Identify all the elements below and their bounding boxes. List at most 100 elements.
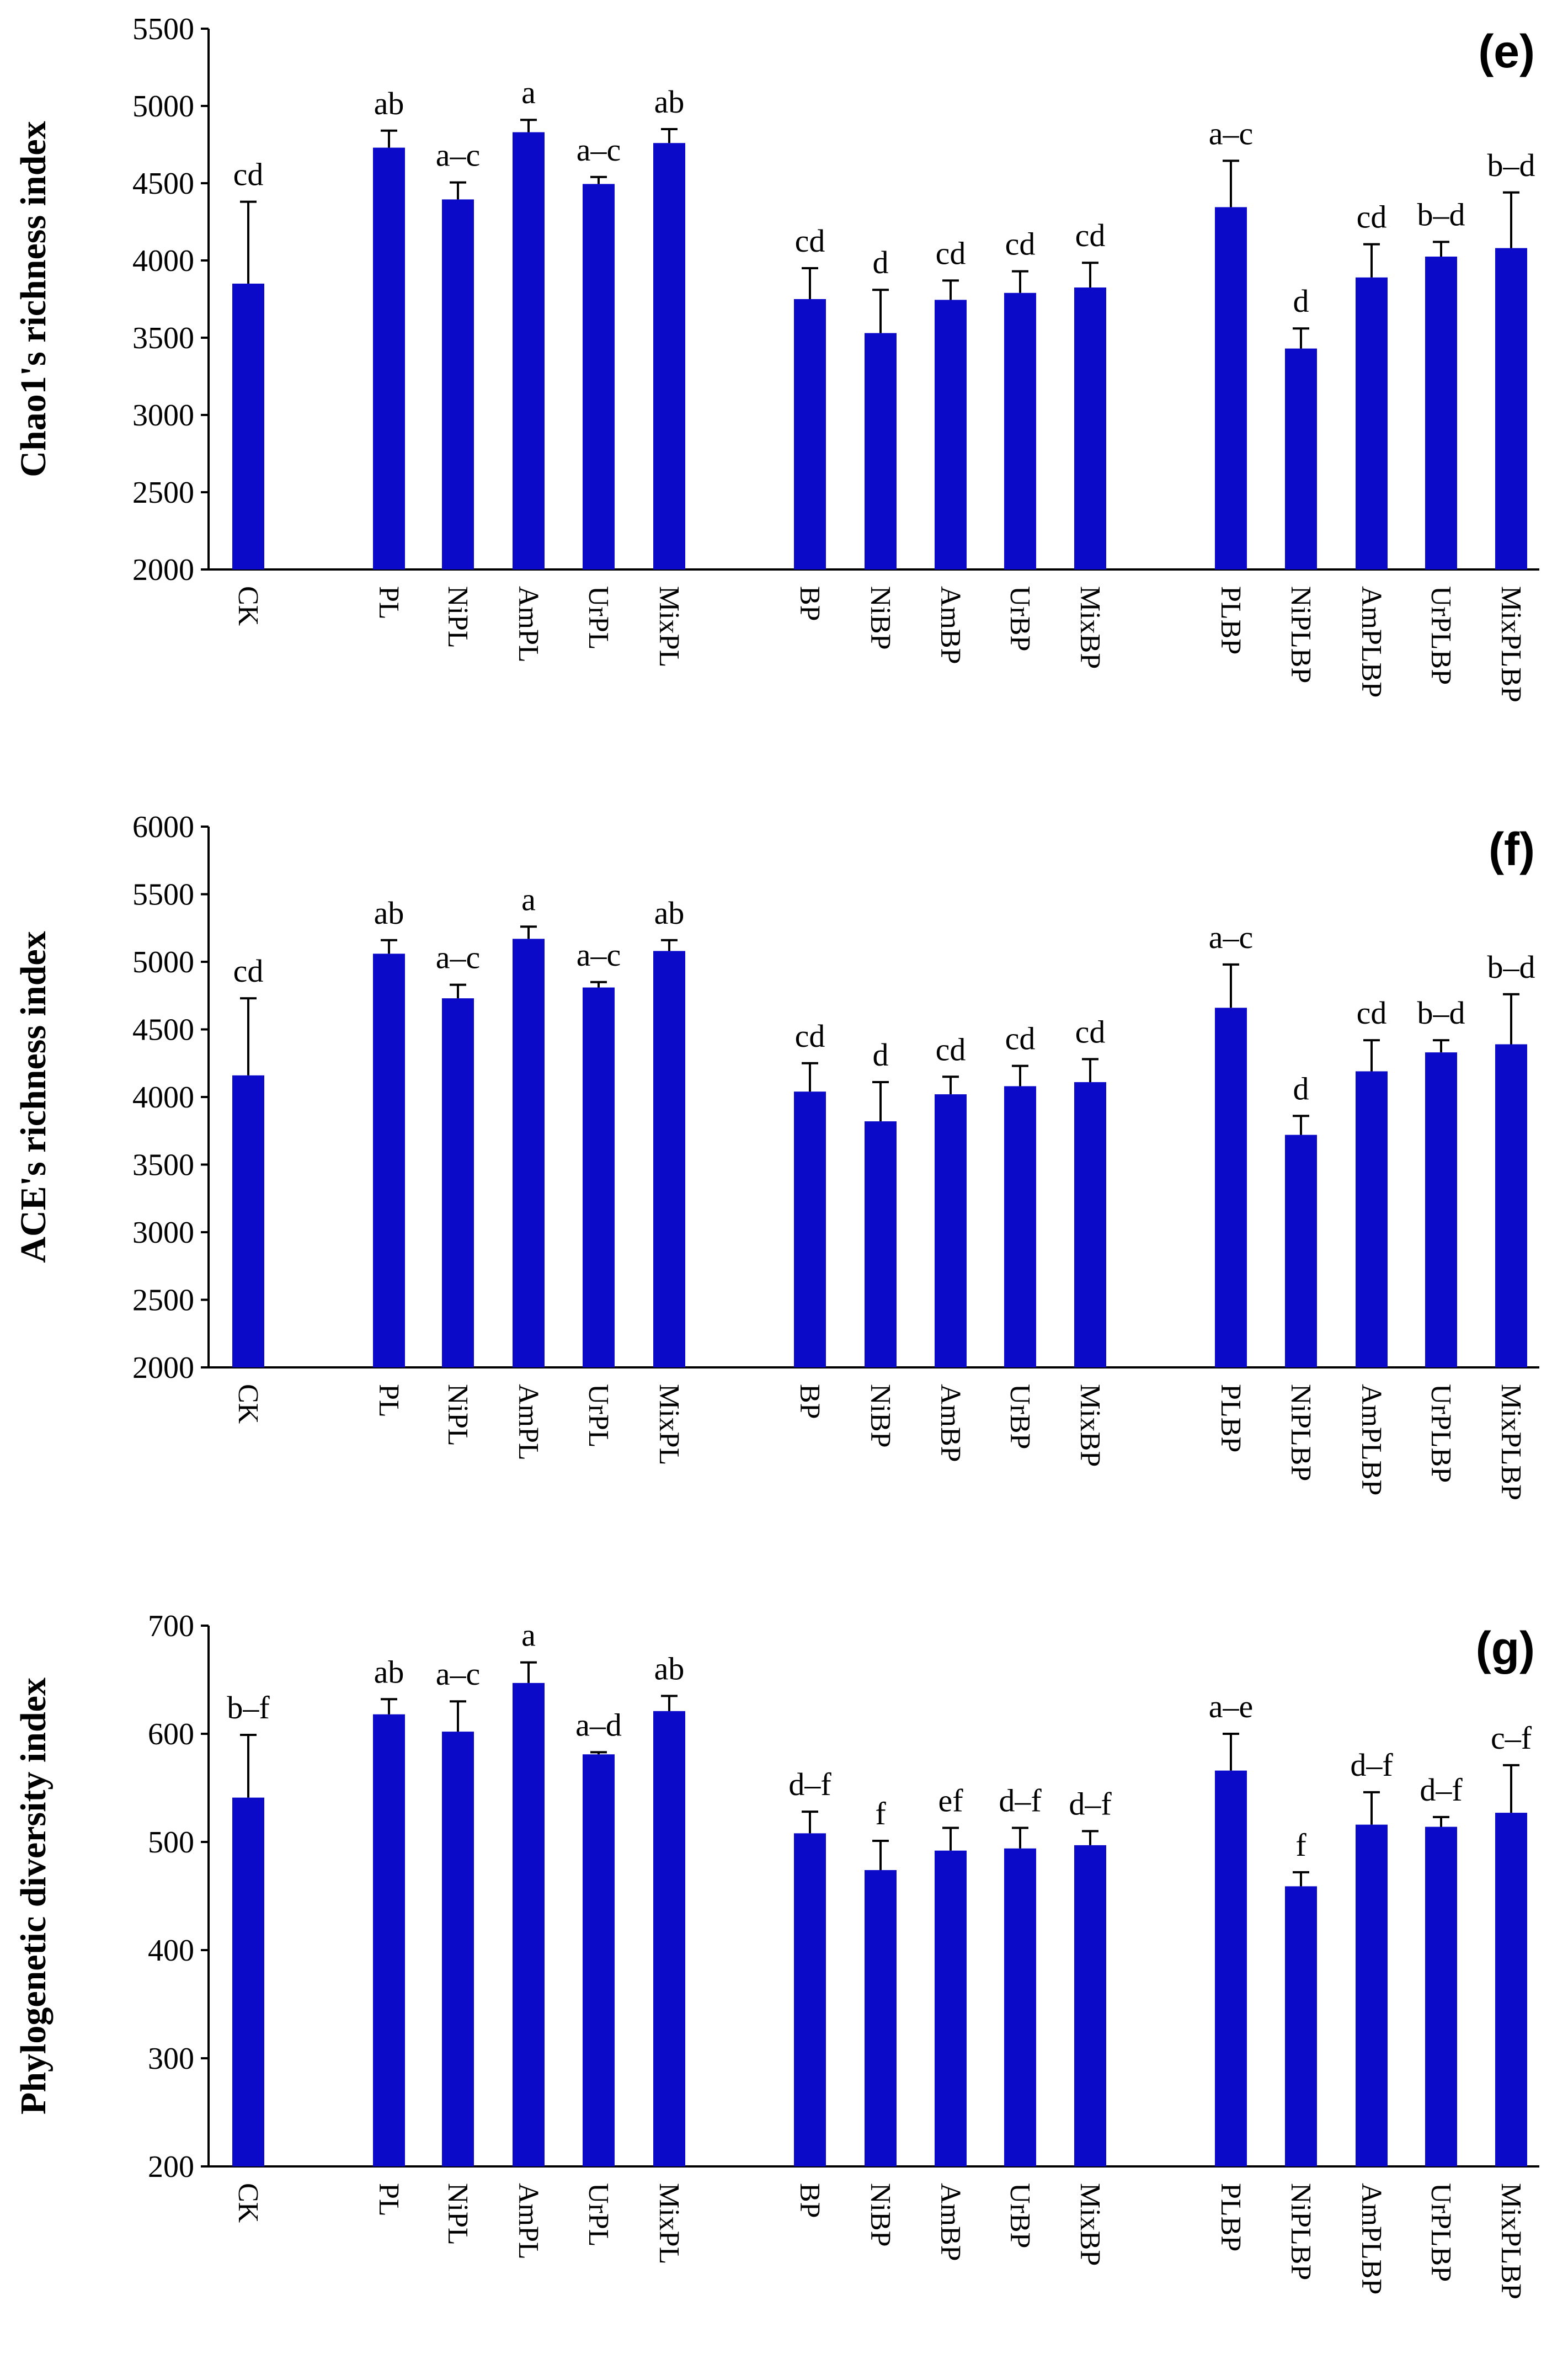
y-tick-label: 2500 (132, 1284, 194, 1318)
bar-PLBP (1215, 207, 1247, 569)
x-tick-label-MixPLBP: MixPLBP (1495, 586, 1527, 702)
significance-letter-UrBP: d–f (999, 1783, 1042, 1819)
y-tick-label: 5000 (132, 945, 194, 979)
x-tick-label-AmPLBP: AmPLBP (1356, 586, 1387, 697)
bar-UrPLBP (1425, 257, 1457, 569)
y-axis-title: Chao1's richness index (13, 121, 54, 477)
significance-letter-NiPLBP: f (1295, 1827, 1306, 1863)
significance-letter-AmBP: cd (936, 1031, 966, 1067)
x-tick-label-PLBP: PLBP (1215, 1384, 1246, 1452)
x-tick-label-UrBP: UrBP (1004, 1384, 1036, 1449)
y-axis-title: Phylogenetic diversity index (13, 1678, 54, 2115)
significance-letter-AmPLBP: cd (1357, 199, 1387, 235)
x-tick-label-MixPL: MixPL (653, 586, 685, 667)
significance-letter-PLBP: a–e (1209, 1689, 1254, 1724)
x-tick-label-AmPL: AmPL (513, 2183, 544, 2260)
x-tick-label-NiPL: NiPL (442, 1384, 473, 1446)
bar-BP (794, 1833, 826, 2166)
significance-letter-AmPL: a (521, 881, 536, 917)
significance-letter-UrPLBP: b–d (1417, 995, 1465, 1031)
significance-letter-NiPL: a–c (436, 940, 481, 976)
y-tick-label: 3500 (132, 1148, 194, 1183)
x-tick-label-UrPLBP: UrPLBP (1425, 2183, 1457, 2282)
panel-label: (f) (1489, 823, 1535, 875)
significance-letter-AmBP: ef (938, 1783, 963, 1819)
significance-letter-BP: cd (795, 223, 825, 259)
y-tick-label: 5500 (132, 12, 194, 46)
bar-NiPL (442, 998, 474, 1367)
x-tick-label-CK: CK (232, 2183, 264, 2223)
significance-letter-PL: ab (374, 1654, 404, 1690)
x-tick-label-MixPL: MixPL (653, 2183, 685, 2264)
bar-NiPLBP (1285, 1886, 1317, 2166)
x-tick-label-BP: BP (794, 1384, 825, 1419)
y-tick-label: 2000 (132, 553, 194, 587)
x-tick-label-MixPLBP: MixPLBP (1495, 1384, 1527, 1500)
significance-letter-NiPLBP: d (1293, 283, 1309, 319)
y-tick-label: 3000 (132, 1216, 194, 1250)
x-tick-label-UrPL: UrPL (583, 2183, 614, 2247)
significance-letter-AmPLBP: cd (1357, 995, 1387, 1031)
bar-MixPLBP (1495, 1813, 1527, 2166)
y-tick-label: 200 (148, 2150, 194, 2184)
significance-letter-MixPLBP: b–d (1487, 949, 1535, 985)
significance-letter-NiBP: d (873, 244, 889, 280)
x-tick-label-UrBP: UrBP (1004, 586, 1036, 651)
bar-AmPLBP (1356, 1824, 1388, 2166)
x-tick-label-AmPL: AmPL (513, 586, 544, 663)
bar-UrPL (583, 1754, 615, 2166)
bar-AmPLBP (1356, 277, 1388, 569)
x-tick-label-PL: PL (373, 1384, 404, 1418)
chart-panel-f: 2000 2500 3000 3500 4000 4500 5000 5500 6000 ACE'… (13, 810, 1539, 1500)
x-tick-label-NiBP: NiBP (865, 1384, 896, 1448)
x-tick-label-UrPL: UrPL (583, 586, 614, 650)
x-tick-label-PL: PL (373, 2183, 404, 2217)
y-axis-title: ACE's richness index (13, 931, 54, 1263)
bar-MixPL (653, 951, 685, 1367)
x-tick-label-NiPL: NiPL (442, 586, 473, 648)
significance-letter-UrPL: a–d (575, 1707, 622, 1743)
significance-letter-UrPLBP: d–f (1420, 1772, 1463, 1808)
x-tick-label-AmPL: AmPL (513, 1384, 544, 1461)
bar-UrPLBP (1425, 1827, 1457, 2166)
significance-letter-NiBP: f (875, 1796, 886, 1831)
y-tick-label: 3500 (132, 321, 194, 355)
significance-letter-UrBP: cd (1005, 226, 1036, 262)
significance-letter-NiBP: d (873, 1037, 889, 1073)
x-tick-label-NiPLBP: NiPLBP (1285, 1384, 1316, 1481)
bar-MixPL (653, 143, 685, 569)
x-tick-label-BP: BP (794, 2183, 825, 2218)
significance-letter-BP: cd (795, 1018, 825, 1054)
x-tick-label-NiBP: NiBP (865, 2183, 896, 2247)
significance-letter-MixBP: cd (1075, 1014, 1106, 1050)
significance-letter-MixBP: d–f (1069, 1786, 1112, 1822)
y-tick-label: 3000 (132, 398, 194, 433)
x-tick-label-AmBP: AmBP (935, 586, 966, 664)
bar-CK (232, 284, 264, 569)
bar-MixBP (1074, 1082, 1106, 1367)
y-tick-label: 4500 (132, 1013, 194, 1047)
x-tick-label-AmBP: AmBP (935, 1384, 966, 1462)
x-tick-label-MixPLBP: MixPLBP (1495, 2183, 1527, 2299)
significance-letter-CK: cd (233, 157, 264, 193)
significance-letter-PL: ab (374, 895, 404, 931)
bar-NiBP (865, 1870, 897, 2166)
panel-label: (g) (1476, 1622, 1535, 1674)
x-tick-label-MixBP: MixBP (1074, 1384, 1106, 1467)
bar-NiPLBP (1285, 348, 1317, 569)
bar-UrPL (583, 184, 615, 569)
x-tick-label-CK: CK (232, 1384, 264, 1424)
x-tick-label-AmBP: AmBP (935, 2183, 966, 2261)
y-tick-label: 500 (148, 1825, 194, 1860)
x-tick-label-PLBP: PLBP (1215, 586, 1246, 654)
significance-letter-AmBP: cd (936, 235, 966, 271)
bar-NiBP (865, 1121, 897, 1367)
x-tick-label-BP: BP (794, 586, 825, 621)
bar-UrBP (1004, 292, 1036, 569)
x-tick-label-UrPL: UrPL (583, 1384, 614, 1448)
bar-AmBP (935, 1094, 967, 1367)
panel-label: (e) (1478, 25, 1535, 77)
y-tick-label: 700 (148, 1609, 194, 1643)
significance-letter-UrPLBP: b–d (1417, 196, 1465, 232)
